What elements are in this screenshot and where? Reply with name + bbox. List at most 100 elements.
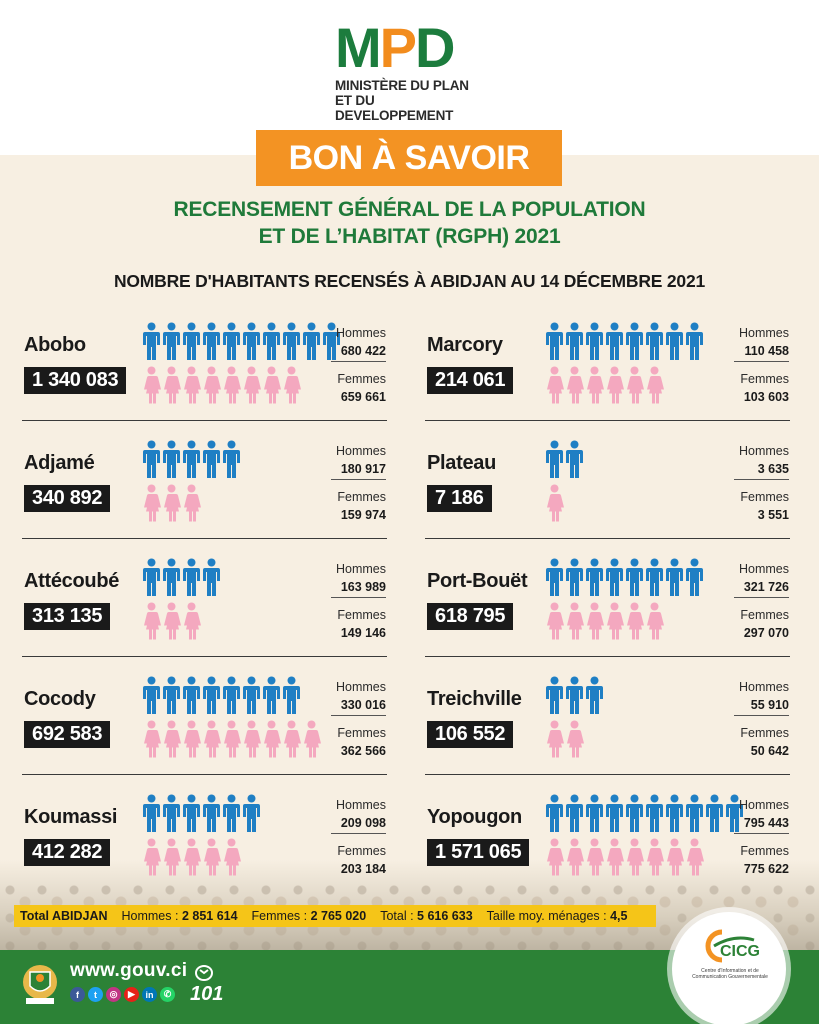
commune-total: 618 795 <box>427 603 514 630</box>
women-icons <box>142 366 301 404</box>
woman-icon <box>204 720 221 758</box>
woman-icon <box>164 838 181 876</box>
woman-icon <box>284 720 301 758</box>
block-divider <box>22 656 387 657</box>
woman-icon <box>567 366 584 404</box>
man-icon <box>143 794 160 832</box>
man-icon <box>203 558 220 596</box>
man-icon <box>303 322 320 360</box>
website-link[interactable]: www.gouv.ci <box>70 960 188 981</box>
man-icon <box>606 794 623 832</box>
woman-icon <box>647 602 664 640</box>
man-icon <box>546 440 563 478</box>
woman-icon <box>164 484 181 522</box>
instagram-icon[interactable]: ◎ <box>106 987 121 1002</box>
block-divider <box>425 774 790 775</box>
man-icon <box>243 794 260 832</box>
label-divider <box>734 479 789 480</box>
twitter-icon[interactable]: t <box>88 987 103 1002</box>
block-divider <box>22 420 387 421</box>
woman-icon <box>164 602 181 640</box>
man-icon <box>243 676 260 714</box>
man-icon <box>706 794 723 832</box>
hommes-label: Hommes <box>335 444 386 458</box>
block-divider <box>425 656 790 657</box>
mpd-logo: MPD MINISTÈRE DU PLAN ET DU DEVELOPPEMEN… <box>335 16 495 124</box>
hotline-number: 101 <box>190 983 224 1005</box>
woman-icon <box>587 602 604 640</box>
label-divider <box>734 715 789 716</box>
woman-icon <box>144 366 161 404</box>
woman-icon <box>184 484 201 522</box>
hommes-label: Hommes <box>738 562 789 576</box>
woman-icon <box>547 720 564 758</box>
logo-mpd-text: MPD <box>335 16 455 79</box>
man-icon <box>546 794 563 832</box>
woman-icon <box>647 838 664 876</box>
youtube-icon[interactable]: ▶ <box>124 987 139 1002</box>
man-icon <box>566 558 583 596</box>
hommes-label: Hommes <box>335 326 386 340</box>
commune-block-plateau: Plateau 7 186 Hommes 3 635 Femmes 3 551 <box>425 436 795 554</box>
logo-line-1: MINISTÈRE DU PLAN <box>335 78 469 93</box>
man-icon <box>686 322 703 360</box>
man-icon <box>163 794 180 832</box>
whatsapp-icon[interactable]: ✆ <box>160 987 175 1002</box>
hommes-value: 680 422 <box>340 344 386 358</box>
man-icon <box>586 558 603 596</box>
women-icons <box>142 602 201 640</box>
hommes-label: Hommes <box>738 798 789 812</box>
men-icons <box>545 440 584 478</box>
commune-total: 340 892 <box>24 485 111 512</box>
man-icon <box>163 322 180 360</box>
hommes-value: 209 098 <box>340 816 386 830</box>
woman-icon <box>184 720 201 758</box>
total-femmes-label: Femmes : <box>251 909 308 923</box>
man-icon <box>243 322 260 360</box>
hommes-label: Hommes <box>738 326 789 340</box>
femmes-label: Femmes <box>337 844 386 858</box>
man-icon <box>626 794 643 832</box>
woman-icon <box>264 720 281 758</box>
man-icon <box>143 558 160 596</box>
women-icons <box>545 602 664 640</box>
woman-icon <box>687 838 704 876</box>
hommes-label: Hommes <box>738 444 789 458</box>
woman-icon <box>547 484 564 522</box>
man-icon <box>223 794 240 832</box>
man-icon <box>203 676 220 714</box>
commune-name: Yopougon <box>427 806 522 828</box>
men-icons <box>142 322 341 360</box>
man-icon <box>606 558 623 596</box>
block-divider <box>22 538 387 539</box>
man-icon <box>223 322 240 360</box>
femmes-label: Femmes <box>740 372 789 386</box>
label-divider <box>331 479 386 480</box>
total-menages-label: Taille moy. ménages : <box>486 909 607 923</box>
woman-icon <box>547 366 564 404</box>
label-divider <box>331 715 386 716</box>
woman-icon <box>144 602 161 640</box>
total-femmes: 2 765 020 <box>310 909 367 923</box>
woman-icon <box>567 602 584 640</box>
commune-total: 412 282 <box>24 839 111 866</box>
commune-block-abobo: Abobo 1 340 083 Hommes 680 422 Femmes 659 661 <box>22 318 392 436</box>
commune-name: Marcory <box>427 334 503 356</box>
femmes-value: 50 642 <box>750 744 789 758</box>
woman-icon <box>647 366 664 404</box>
man-icon <box>586 794 603 832</box>
man-icon <box>686 794 703 832</box>
hommes-value: 55 910 <box>750 698 789 712</box>
man-icon <box>263 676 280 714</box>
commune-block-marcory: Marcory 214 061 Hommes 110 458 Femmes 103 603 <box>425 318 795 436</box>
woman-icon <box>244 366 261 404</box>
hommes-value: 180 917 <box>340 462 386 476</box>
woman-icon <box>144 838 161 876</box>
femmes-label: Femmes <box>740 726 789 740</box>
woman-icon <box>144 720 161 758</box>
facebook-icon[interactable]: f <box>70 987 85 1002</box>
women-icons <box>545 720 584 758</box>
total-total-label: Total : <box>380 909 414 923</box>
linkedin-icon[interactable]: in <box>142 987 157 1002</box>
woman-icon <box>144 484 161 522</box>
